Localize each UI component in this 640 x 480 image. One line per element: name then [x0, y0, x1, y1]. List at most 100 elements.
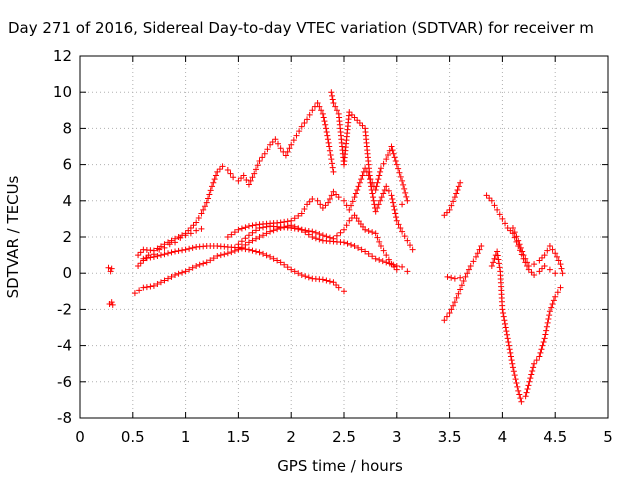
data-point: [483, 192, 490, 199]
y-tick-label: -8: [57, 409, 72, 427]
data-point: [333, 191, 340, 198]
data-point: [168, 249, 175, 256]
data-point: [409, 246, 416, 253]
data-point: [314, 100, 321, 107]
data-point: [351, 243, 358, 250]
y-tick-label: 6: [62, 156, 72, 174]
data-point: [376, 256, 383, 263]
data-point: [541, 252, 548, 259]
data-point: [536, 257, 543, 264]
data-point: [349, 198, 356, 205]
data-point: [329, 92, 336, 99]
data-point: [227, 170, 234, 177]
data-point: [135, 262, 142, 269]
data-point: [291, 215, 298, 222]
data-point: [147, 283, 154, 290]
data-point: [282, 152, 289, 159]
data-point: [346, 217, 353, 224]
data-point: [256, 157, 263, 164]
data-point: [462, 273, 469, 280]
data-point: [253, 166, 259, 173]
data-point: [224, 234, 231, 240]
data-point: [385, 151, 391, 158]
data-point: [457, 274, 464, 281]
data-point: [189, 244, 196, 251]
data-point: [249, 174, 256, 181]
data-point: [536, 268, 543, 275]
data-point: [207, 187, 214, 194]
data-point: [321, 118, 328, 125]
data-point: [131, 290, 138, 297]
data-point: [374, 234, 381, 241]
data-point: [335, 284, 342, 291]
data-point: [554, 289, 561, 296]
data-point: [464, 270, 471, 277]
data-point: [136, 287, 143, 294]
data-point: [323, 129, 330, 136]
data-point: [399, 263, 406, 270]
data-point: [108, 265, 115, 272]
data-point: [552, 293, 559, 300]
axis-ticks: [79, 55, 609, 419]
data-point: [402, 189, 409, 196]
data-point: [381, 186, 388, 193]
data-point: [238, 245, 245, 252]
data-point: [539, 342, 546, 349]
data-point: [140, 255, 147, 262]
x-axis-label: GPS time / hours: [277, 457, 403, 475]
data-point: [172, 272, 179, 279]
data-point: [228, 231, 235, 238]
data-point: [395, 165, 402, 172]
data-point: [495, 256, 502, 263]
data-point: [392, 157, 399, 164]
data-point: [389, 147, 396, 154]
data-point: [552, 270, 559, 277]
data-point: [302, 273, 309, 280]
data-point: [330, 168, 337, 175]
data-point: [267, 253, 274, 260]
data-point: [325, 139, 332, 146]
data-point: [369, 229, 376, 236]
data-point: [317, 201, 324, 208]
data-point: [500, 310, 507, 317]
data-point: [518, 398, 525, 405]
data-point: [186, 245, 193, 252]
data-point: [536, 353, 543, 360]
data-point: [150, 253, 157, 260]
data-point: [358, 176, 365, 183]
data-point: [511, 372, 518, 379]
data-point: [502, 220, 509, 227]
data-point: [253, 227, 259, 234]
data-point: [451, 194, 458, 201]
x-tick-label: 3: [392, 428, 402, 446]
data-point: [165, 275, 171, 282]
grid-lines: [80, 56, 608, 418]
data-point: [455, 290, 462, 297]
data-point: [298, 123, 305, 130]
data-point: [235, 177, 242, 184]
data-point: [200, 206, 207, 213]
data-point: [507, 227, 514, 234]
data-point: [383, 156, 390, 163]
data-point: [230, 174, 237, 181]
x-tick-label: 4.5: [543, 428, 567, 446]
data-point: [369, 253, 376, 260]
data-point: [503, 328, 510, 335]
data-point: [269, 138, 276, 145]
data-point: [166, 241, 173, 248]
data-point: [399, 228, 406, 235]
data-point: [326, 143, 333, 150]
data-point: [362, 248, 369, 255]
data-point: [389, 195, 396, 202]
data-point: [474, 250, 481, 257]
series-track-i: [328, 89, 416, 253]
data-point: [486, 195, 493, 202]
y-tick-label: -6: [57, 373, 72, 391]
data-point: [392, 210, 399, 217]
data-point: [305, 274, 312, 281]
data-point: [109, 301, 116, 308]
data-point: [544, 319, 551, 326]
y-axis-label: SDTVAR / TECUs: [4, 175, 22, 298]
data-point: [323, 277, 330, 284]
data-point: [557, 261, 564, 268]
